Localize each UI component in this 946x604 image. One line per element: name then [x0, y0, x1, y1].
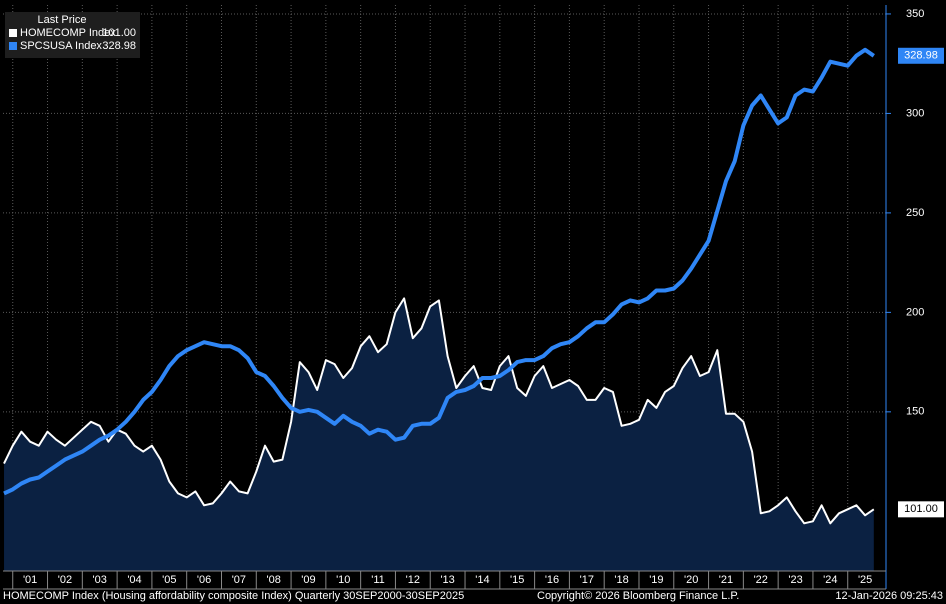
x-tick-label: '22 — [754, 574, 768, 586]
x-tick-label: '13 — [440, 574, 454, 586]
last-value-badge — [898, 47, 944, 64]
legend-value: 101.00 — [102, 27, 136, 39]
y-tick-label: 250 — [906, 207, 924, 219]
y-tick-label: 300 — [906, 107, 924, 119]
x-tick-label: '17 — [580, 574, 594, 586]
x-tick-label: '03 — [93, 574, 107, 586]
y-tick-label: 350 — [906, 8, 924, 20]
x-tick-label: '21 — [719, 574, 733, 586]
y-tick-label: 150 — [906, 406, 924, 418]
x-tick-label: '08 — [267, 574, 281, 586]
x-tick-label: '18 — [614, 574, 628, 586]
x-tick-label: '10 — [336, 574, 350, 586]
plot-area — [3, 5, 886, 571]
legend-title: Last Price — [38, 14, 87, 26]
last-value-label: 328.98 — [904, 50, 938, 62]
series-line — [3, 297, 875, 525]
footer-description: HOMECOMP Index (Housing affordability co… — [3, 590, 464, 602]
x-tick-label: '12 — [406, 574, 420, 586]
x-tick-label: '20 — [684, 574, 698, 586]
legend-value: 328.98 — [102, 40, 136, 52]
legend-swatch — [9, 42, 17, 50]
x-tick-label: '19 — [649, 574, 663, 586]
x-tick-label: '14 — [475, 574, 489, 586]
last-value-badge — [898, 501, 944, 518]
footer-band — [0, 588, 946, 604]
x-tick-label: '11 — [371, 574, 385, 586]
x-tick-label: '07 — [232, 574, 246, 586]
x-tick-label: '01 — [23, 574, 37, 586]
x-tick-label: '06 — [197, 574, 211, 586]
area-fill — [4, 298, 874, 571]
x-tick-label: '23 — [788, 574, 802, 586]
series-line — [3, 47, 875, 496]
legend-name: HOMECOMP Index — [20, 27, 116, 39]
footer-timestamp: 12-Jan-2026 09:25:43 — [835, 590, 943, 602]
last-value-label: 101.00 — [904, 503, 938, 515]
x-tick-label: '02 — [58, 574, 72, 586]
x-tick-label: '04 — [127, 574, 141, 586]
x-tick-label: '25 — [858, 574, 872, 586]
x-tick-label: '24 — [823, 574, 837, 586]
x-tick-label: '05 — [162, 574, 176, 586]
x-tick-label: '16 — [545, 574, 559, 586]
legend-name: SPCSUSA Index — [20, 40, 102, 52]
x-tick-label: '09 — [301, 574, 315, 586]
x-tick-label: '15 — [510, 574, 524, 586]
legend-box — [5, 12, 140, 58]
legend-swatch — [9, 29, 17, 37]
y-tick-label: 200 — [906, 306, 924, 318]
footer-copyright: Copyright© 2026 Bloomberg Finance L.P. — [537, 590, 739, 602]
